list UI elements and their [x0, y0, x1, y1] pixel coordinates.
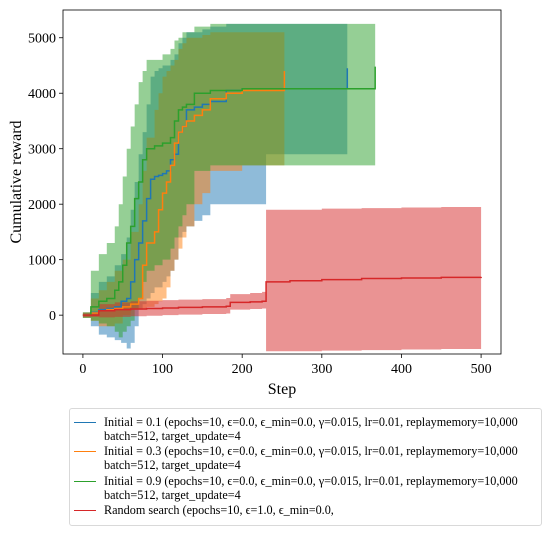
series-1-line: [82, 68, 349, 316]
series-2-line: [82, 71, 286, 316]
series-lines: [82, 66, 482, 316]
y-tick-label: 0: [49, 309, 56, 324]
legend-swatch: [74, 481, 96, 482]
x-tick-label: 500: [471, 362, 492, 377]
legend-label: Initial = 0.3 (epochs=10, ϵ=0.0, ϵ_min=0…: [104, 444, 518, 472]
series-4-line: [82, 276, 482, 316]
y-axis-ticks: 0 1000 2000 3000 4000 5000: [28, 32, 63, 324]
chart: 0 100 200 300 400 500 0 1000 2000 3000 4000 5000 S…: [8, 9, 502, 398]
x-tick-label: 300: [311, 362, 332, 377]
series-4-band: [82, 206, 482, 352]
y-axis-label: Cumulative reward: [8, 120, 25, 243]
legend-swatch: [74, 451, 96, 452]
legend: Initial = 0.1 (epochs=10, ϵ=0.0, ϵ_min=0…: [69, 408, 542, 526]
legend-swatch: [74, 422, 96, 423]
y-tick-label: 1000: [28, 254, 56, 269]
confidence-bands: [82, 23, 482, 352]
x-axis-ticks: 0 100 200 300 400 500: [79, 354, 492, 377]
x-tick-label: 400: [391, 362, 412, 377]
legend-label: Random search (epochs=10, ϵ=1.0, ϵ_min=0…: [104, 503, 334, 517]
x-axis-label: Step: [268, 381, 296, 398]
x-tick-label: 200: [232, 362, 253, 377]
y-tick-label: 5000: [28, 32, 56, 47]
plot-frame: [62, 9, 502, 355]
legend-swatch: [74, 510, 96, 511]
legend-label: Initial = 0.1 (epochs=10, ϵ=0.0, ϵ_min=0…: [104, 415, 518, 443]
x-tick-label: 100: [152, 362, 173, 377]
series-3-line: [82, 66, 376, 316]
series-3-band: [82, 23, 376, 338]
legend-label: Initial = 0.9 (epochs=10, ϵ=0.0, ϵ_min=0…: [104, 474, 518, 502]
x-tick-label: 0: [79, 362, 86, 377]
y-tick-label: 2000: [28, 198, 56, 213]
y-tick-label: 4000: [28, 87, 56, 102]
y-tick-label: 3000: [28, 143, 56, 158]
